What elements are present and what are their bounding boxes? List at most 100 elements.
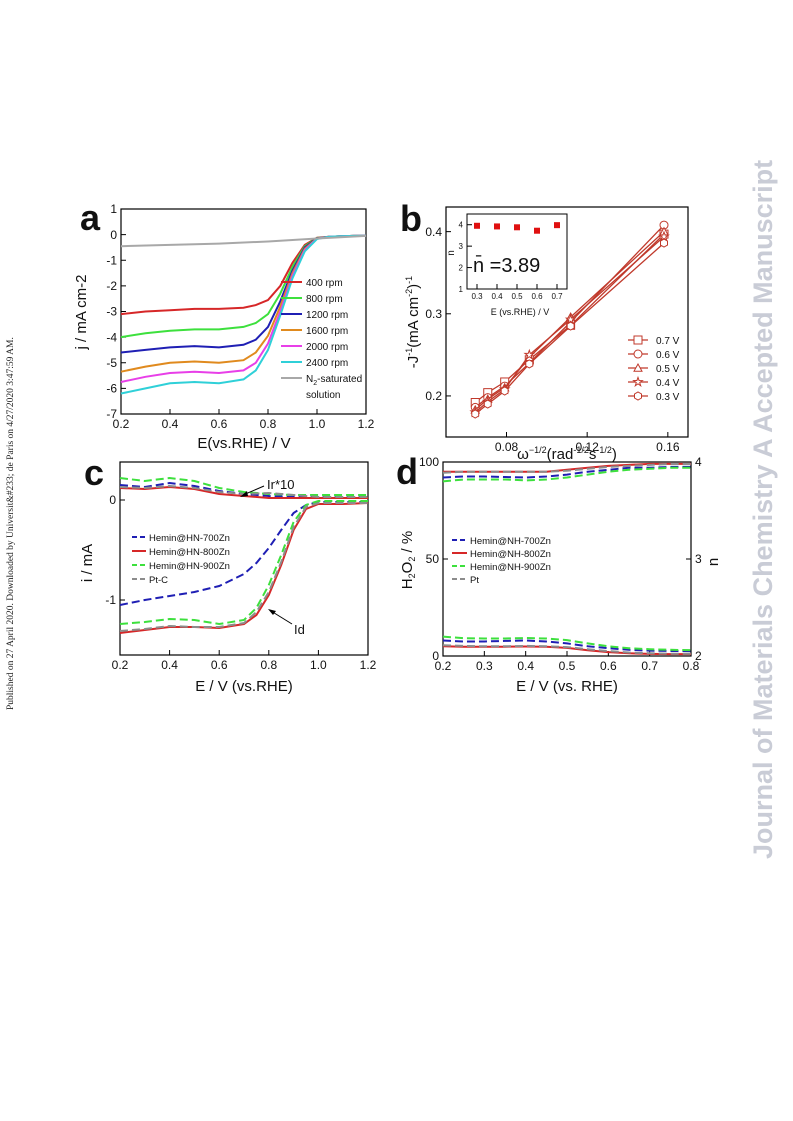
panel-b-inset-ylabel: n <box>446 250 457 256</box>
panel-a-legend-label: 2000 rpm <box>306 342 348 353</box>
panel-d-series-hemin-nh-700zn <box>442 639 692 653</box>
panel-d-yr-tick-label: 4 <box>695 455 702 469</box>
panel-c-xlabel: E / V (vs.RHE) <box>195 678 293 695</box>
panel-d-series-hemin-nh-900zn <box>442 635 692 652</box>
legend-subscript: 2 <box>313 380 317 387</box>
panel-b-inset-y-tick-label: 3 <box>459 242 464 251</box>
panel-c-annotation-id: Id <box>294 622 305 637</box>
panel-a-legend-label: 2400 rpm <box>306 358 348 369</box>
panel-d-x-tick-label: 0.6 <box>600 659 617 673</box>
panel-b-legend-label: 0.6 V <box>656 350 680 361</box>
panel-d-x-tick-label: 0.3 <box>476 659 493 673</box>
panel-b-marker <box>500 386 509 396</box>
panel-a-y-tick-label: 0 <box>110 228 117 242</box>
ylabel-part: -2 <box>404 289 414 297</box>
panel-a-series-2400-rpm <box>120 234 367 395</box>
xlabel-part: s <box>589 446 597 463</box>
panel-b-legend-marker <box>632 375 644 387</box>
panel-b-inset-y-tick-label: 4 <box>459 221 464 230</box>
panel-a-legend-label: N2-saturated <box>306 374 362 387</box>
panel-d-x-tick-label: 0.5 <box>559 659 576 673</box>
panel-d-legend-label: Hemin@NH-700Zn <box>470 536 551 547</box>
ylabel-part: (mA cm <box>405 297 422 348</box>
panel-b-legend-label: 0.7 V <box>656 336 680 347</box>
panel-d-y-tick-label: 0 <box>432 649 439 663</box>
panel-d-ylabel: H2O2 / % <box>399 531 417 589</box>
panel-c-y-tick-label: 0 <box>109 493 116 507</box>
panel-b-x-tick-label: 0.08 <box>495 440 519 454</box>
ylabel-part: 2 <box>407 573 417 578</box>
panel-d-series-n-hemin-nh-900zn <box>442 466 691 483</box>
panel-b-inset-point <box>474 222 480 229</box>
panel-b-marker <box>483 399 492 409</box>
panel-b-legend-label: 0.3 V <box>656 392 680 403</box>
ylabel-part: -J <box>405 356 422 369</box>
panel-b-inset-annotation: n̄ =3.89 <box>473 254 540 277</box>
panel-c-legend-label: Hemin@HN-800Zn <box>149 547 230 558</box>
panel-c-x-tick-label: 0.2 <box>112 658 129 672</box>
panel-b-y-tick-label: 0.2 <box>425 389 442 403</box>
panel-c-series-pt-c <box>119 502 368 632</box>
panel-b-y-tick-label: 0.4 <box>425 225 442 239</box>
panel-c-x-tick-label: 0.4 <box>161 658 178 672</box>
panel-c-series-hemin-hn-900zn <box>119 500 368 626</box>
panel-b-inset-point <box>514 224 520 231</box>
panel-c-x-tick-label: 1.2 <box>360 658 377 672</box>
panel-b-x-tick-label: 0.16 <box>656 440 680 454</box>
panel-a-ylabel: j / mA cm-2 <box>73 274 90 350</box>
panel-c-x-tick-label: 1.0 <box>310 658 327 672</box>
panel-c-arrow-id <box>270 610 293 625</box>
panel-a-series-n2-saturated-solution <box>120 234 367 248</box>
panel-a-label: a <box>80 197 101 238</box>
panel-d-y-tick-label: 100 <box>419 455 439 469</box>
panel-b-frame <box>445 206 689 438</box>
panel-c-ylabel: i / mA <box>79 544 96 582</box>
panel-c-legend-label: Hemin@HN-700Zn <box>149 533 230 544</box>
panel-b-marker <box>564 313 577 325</box>
ylabel-part: -1 <box>404 348 414 356</box>
panel-a-legend-label: 1600 rpm <box>306 326 348 337</box>
panel-a-x-tick-label: 0.2 <box>113 417 130 431</box>
panel-b-inset-point <box>494 223 500 230</box>
panel-d-x-tick-label: 0.4 <box>517 659 534 673</box>
panel-b-marker <box>471 409 480 419</box>
panel-d-yr-tick-label: 2 <box>695 649 702 663</box>
panel-c-label: c <box>84 452 104 493</box>
panel-b-legend-marker <box>633 349 643 359</box>
panel-c-y-tick-label: -1 <box>105 593 116 607</box>
panel-b-marker <box>660 238 668 248</box>
panel-c-annotation-ir: Ir*10 <box>267 477 294 492</box>
panel-b-inset-y-tick-label: 1 <box>459 285 464 294</box>
ylabel-part: H <box>399 578 416 589</box>
panel-d-legend-label: Hemin@NH-800Zn <box>470 549 551 560</box>
panel-b-inset-y-tick-label: 2 <box>459 263 464 272</box>
panel-b-legend-label: 0.4 V <box>656 378 680 389</box>
panel-d-x-tick-label: 0.8 <box>683 659 700 673</box>
ylabel-part: O <box>399 562 416 574</box>
panel-d-series-pt <box>442 644 691 655</box>
panel-a-y-tick-label: -4 <box>106 330 117 344</box>
ylabel-part: ) <box>405 284 422 289</box>
panel-a-xlabel: E(vs.RHE) / V <box>197 435 290 452</box>
panel-b-marker <box>658 230 670 242</box>
xlabel-part: −1/2 <box>529 445 547 455</box>
panel-b-inset-x-tick-label: 0.4 <box>491 292 503 301</box>
panel-a-x-tick-label: 0.4 <box>162 417 179 431</box>
panel-b-legend-marker <box>633 335 643 345</box>
panel-b-inset-x-tick-label: 0.7 <box>551 292 563 301</box>
panel-d-legend-label: Hemin@NH-900Zn <box>470 562 551 573</box>
panel-b-legend-label: 0.5 V <box>656 364 680 375</box>
panel-a-y-tick-label: -5 <box>106 356 117 370</box>
panel-b-xlabel: ω−1/2(rad-1/2s-1/2) <box>517 445 617 463</box>
panel-d-yr-tick-label: 3 <box>695 552 702 566</box>
panel-c-x-tick-label: 0.6 <box>211 658 228 672</box>
panel-b-x-tick-label: 0.12 <box>575 440 599 454</box>
panel-b-inset-x-tick-label: 0.6 <box>531 292 543 301</box>
panel-b-marker <box>525 359 534 369</box>
ylabel-part: 2 <box>407 557 417 562</box>
panel-a-legend-label: 400 rpm <box>306 278 343 289</box>
panel-b-inset-frame <box>466 213 568 290</box>
xlabel-part: -1/2 <box>596 445 612 455</box>
panel-a-y-tick-label: -2 <box>106 279 117 293</box>
panel-b-ylabel: -J-1(mA cm-2)-1 <box>404 276 422 368</box>
